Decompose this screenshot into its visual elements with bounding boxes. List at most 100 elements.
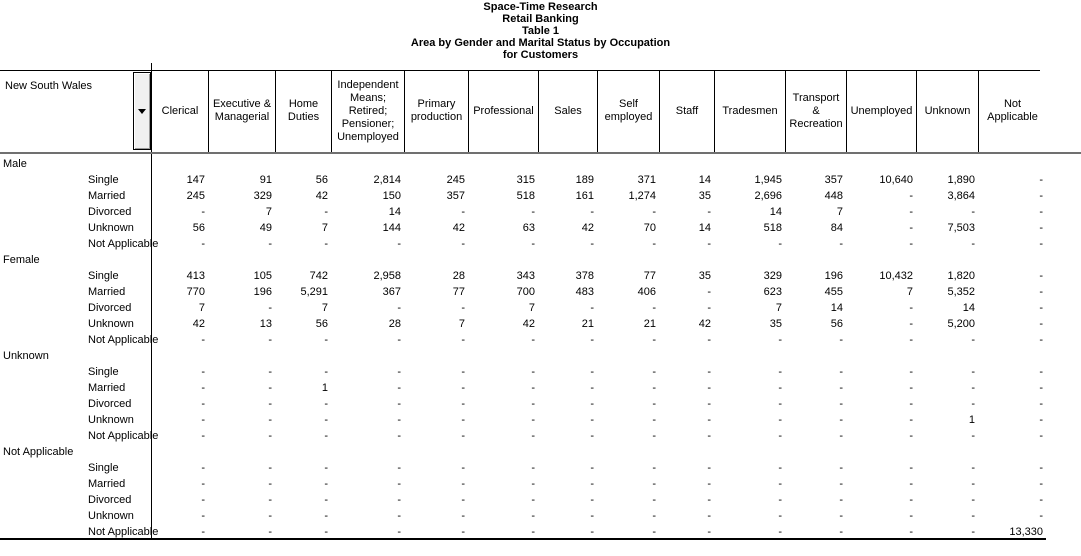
data-cell: 357 (446, 190, 465, 202)
data-cell: 49 (259, 222, 272, 234)
column-header-sales: Sales (538, 70, 597, 152)
data-cell: - (652, 414, 656, 426)
group-row-male: Male (0, 156, 1081, 172)
table-row-unknown-unknown: Unknown - - - - - - - - - - - - 1 - (0, 412, 1081, 428)
data-cell: - (839, 526, 843, 538)
data-cell: - (909, 382, 913, 394)
data-cell: 7,503 (947, 222, 975, 234)
data-cell: 315 (516, 174, 535, 186)
data-cell: - (531, 398, 535, 410)
table-bottom-border (0, 538, 1046, 540)
table-row-unknown-married: Married - - 1 - - - - - - - - - - - (0, 380, 1081, 396)
data-cell: - (971, 382, 975, 394)
table-row-female-single: Single 413 105 742 2,958 28 343 378 77 35 329 196 10… (0, 268, 1081, 284)
data-cell: - (397, 334, 401, 346)
data-cell: - (1039, 510, 1043, 522)
data-cell: 7 (775, 302, 782, 314)
data-cell: - (268, 494, 272, 506)
group-label: Male (3, 158, 27, 170)
data-cell: - (652, 206, 656, 218)
data-cell: - (531, 478, 535, 490)
data-cell: 5,291 (300, 286, 328, 298)
data-cell: 161 (575, 190, 594, 202)
data-cell: - (461, 510, 465, 522)
data-cell: 7 (198, 302, 205, 314)
data-cell: - (397, 302, 401, 314)
dimension-dropdown-button[interactable] (133, 72, 151, 150)
data-cell: - (971, 510, 975, 522)
data-cell: - (909, 334, 913, 346)
row-label: Married (88, 382, 126, 394)
data-cell: - (201, 478, 205, 490)
header-bottom-border (0, 152, 1081, 154)
data-cell: - (839, 366, 843, 378)
data-cell: 14 (698, 174, 711, 186)
data-cell: 1 (968, 414, 975, 426)
data-cell: - (324, 494, 328, 506)
data-cell: 7 (458, 318, 465, 330)
data-cell: 371 (637, 174, 656, 186)
group-row-not-applicable: Not Applicable (0, 444, 1081, 460)
data-cell: - (531, 334, 535, 346)
data-cell: 2,814 (373, 174, 401, 186)
data-cell: - (1039, 462, 1043, 474)
data-cell: - (778, 462, 782, 474)
column-header-independent-means-retired-pensioner-unemployed: Independent Means; Retired; Pensioner; U… (331, 70, 404, 152)
data-cell: - (461, 430, 465, 442)
data-cell: - (971, 238, 975, 250)
data-cell: 196 (824, 270, 843, 282)
data-cell: 483 (575, 286, 594, 298)
data-cell: - (778, 430, 782, 442)
data-cell: - (201, 382, 205, 394)
data-cell: - (652, 494, 656, 506)
data-cell: - (707, 206, 711, 218)
data-cell: - (971, 334, 975, 346)
column-header-tradesmen: Tradesmen (714, 70, 785, 152)
data-cell: - (778, 398, 782, 410)
data-cell: - (1039, 382, 1043, 394)
data-cell: 1,945 (754, 174, 782, 186)
row-label: Single (88, 270, 119, 282)
data-cell: - (1039, 302, 1043, 314)
data-cell: - (839, 382, 843, 394)
data-cell: 14 (962, 302, 975, 314)
data-cell: 2,696 (754, 190, 782, 202)
data-cell: - (590, 462, 594, 474)
data-cell: 56 (315, 318, 328, 330)
data-cell: - (909, 510, 913, 522)
data-cell: 2,958 (373, 270, 401, 282)
data-cell: 13 (259, 318, 272, 330)
data-cell: - (1039, 238, 1043, 250)
data-cell: - (397, 462, 401, 474)
row-label: Single (88, 366, 119, 378)
data-cell: - (461, 414, 465, 426)
data-cell: - (590, 430, 594, 442)
data-cell: - (324, 206, 328, 218)
data-cell: 455 (824, 286, 843, 298)
data-cell: 518 (763, 222, 782, 234)
data-cell: - (201, 366, 205, 378)
data-cell: - (652, 382, 656, 394)
data-cell: - (461, 334, 465, 346)
data-cell: - (909, 206, 913, 218)
data-cell: - (1039, 222, 1043, 234)
data-cell: 42 (581, 222, 594, 234)
data-cell: 357 (824, 174, 843, 186)
data-cell: 28 (388, 318, 401, 330)
data-cell: - (778, 478, 782, 490)
group-label: Not Applicable (3, 446, 74, 458)
data-cell: - (531, 494, 535, 506)
data-cell: - (778, 366, 782, 378)
data-cell: - (778, 414, 782, 426)
data-cell: - (461, 238, 465, 250)
data-cell: 10,432 (879, 270, 913, 282)
data-cell: 623 (763, 286, 782, 298)
data-cell: - (461, 462, 465, 474)
data-cell: - (707, 398, 711, 410)
data-cell: 448 (824, 190, 843, 202)
data-cell: 1,274 (628, 190, 656, 202)
data-cell: 7 (906, 286, 913, 298)
data-cell: - (201, 206, 205, 218)
data-cell: - (268, 526, 272, 538)
